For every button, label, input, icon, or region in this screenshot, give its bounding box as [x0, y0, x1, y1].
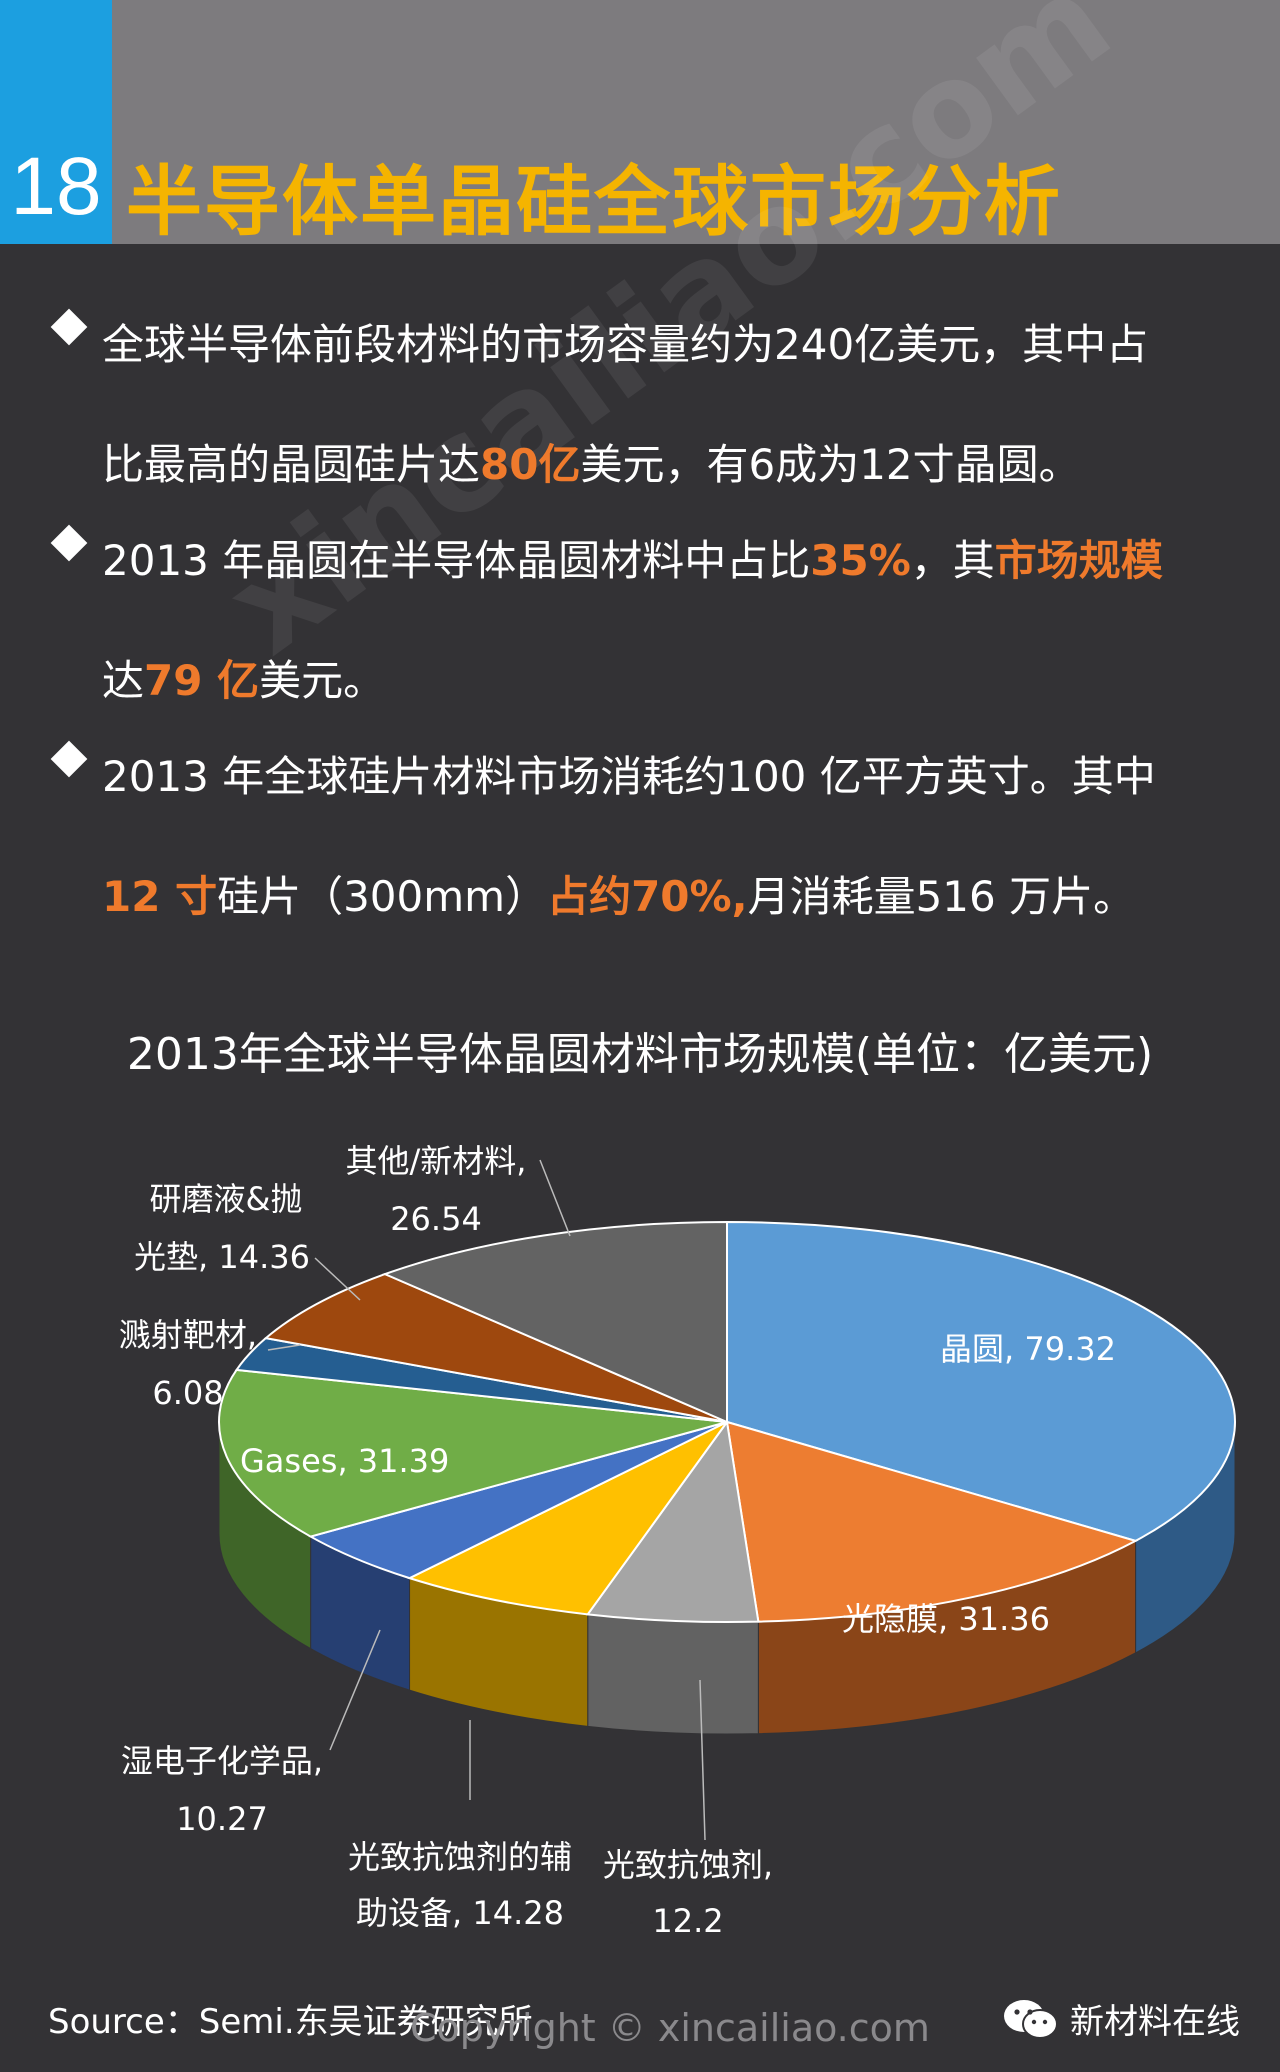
bullet-line: 2013 年晶圆在半导体晶圆材料中占比35%，其市场规模 — [102, 506, 1250, 616]
slice-label-kangshiji-value: 12.2 — [652, 1902, 723, 1940]
pie-slice-光隐膜 — [725, 1420, 1139, 1623]
header-bar — [0, 0, 1280, 244]
highlight-text: 12 寸 — [102, 872, 218, 921]
slice-label-bacai-value: 6.08 — [152, 1374, 223, 1412]
pie-labels: 晶圆, 79.32 光隐膜, 31.36 光致抗蚀剂, 12.2 光致抗蚀剂的辅… — [119, 1142, 1116, 1940]
bullet-text: 硅片（300mm） — [217, 872, 548, 921]
bullet-line: 全球半导体前段材料的市场容量约为240亿美元，其中占 — [102, 290, 1250, 400]
bullet-text: 2013 年晶圆在半导体晶圆材料中占比 — [102, 536, 811, 585]
slice-label-jingyuan: 晶圆, 79.32 — [940, 1330, 1116, 1368]
brand: 新材料在线 — [1002, 1994, 1240, 2043]
highlight-text: 35% — [810, 536, 911, 585]
brand-name: 新材料在线 — [1070, 2002, 1240, 2042]
bullet-text: 比最高的晶圆硅片达 — [102, 440, 481, 489]
source-note: Source：Semi.东吴证券研究所 — [48, 2002, 533, 2042]
highlight-text: 80亿 — [480, 440, 581, 489]
bullet-item: 全球半导体前段材料的市场容量约为240亿美元，其中占 比最高的晶圆硅片达80亿美… — [50, 290, 1250, 486]
pie-slice-光致抗蚀剂的辅助设备 — [406, 1421, 728, 1616]
leader-line-qita — [539, 1159, 571, 1237]
bullet-line: 比最高的晶圆硅片达80亿美元，有6成为12寸晶圆。 — [102, 444, 1250, 486]
bullet-line: 达79 亿美元。 — [102, 660, 1250, 702]
leader-line-bacai — [267, 1344, 301, 1351]
bullet-text: 全球半导体前段材料的市场容量约为240亿美元，其中占 — [102, 320, 1149, 369]
slice-label-gases: Gases, 31.39 — [240, 1442, 449, 1480]
slide-number-box: 18 — [0, 0, 112, 244]
highlight-text: 市场规模 — [994, 536, 1163, 585]
bullet-text: 美元，有6成为12寸晶圆。 — [580, 440, 1081, 489]
bullet-text: 美元。 — [259, 656, 386, 705]
highlight-text: 79 亿 — [144, 656, 260, 705]
slice-label-shidianzi: 湿电子化学品, — [121, 1742, 323, 1780]
slice-label-bacai: 溅射靶材, — [119, 1316, 257, 1354]
slice-label-shidianzi-value: 10.27 — [176, 1800, 268, 1838]
pie-slice-其他/新材料 — [382, 1220, 728, 1424]
bullet-list: 全球半导体前段材料的市场容量约为240亿美元，其中占 比最高的晶圆硅片达80亿美… — [50, 290, 1250, 938]
bullet-text: 达 — [102, 656, 145, 705]
pie-tops — [218, 1220, 1236, 1623]
slice-label-yanmo: 研磨液&抛 — [150, 1180, 303, 1218]
wechat-icon — [1004, 1999, 1058, 2039]
slide-number: 18 — [10, 141, 102, 232]
copyright-note: Copyright © xincailiao.com — [410, 2006, 930, 2050]
leader-line-yanmo — [314, 1257, 361, 1301]
slice-label-guangyinmo: 光隐膜, 31.36 — [842, 1600, 1050, 1638]
bullet-text: 月消耗量516 万片。 — [747, 872, 1136, 921]
bullet-item: 2013 年晶圆在半导体晶圆材料中占比35%，其市场规模 达79 亿美元。 — [50, 506, 1250, 702]
highlight-text: 占约70%, — [547, 872, 748, 921]
chart-title: 2013年全球半导体晶圆材料市场规模(单位：亿美元) — [126, 1029, 1154, 1080]
slice-label-fuzhu-value: 助设备, 14.28 — [356, 1894, 564, 1932]
pie-slice-晶圆 — [726, 1220, 1236, 1542]
bullet-text: ，其 — [910, 536, 995, 585]
slice-label-qita-value: 26.54 — [390, 1200, 482, 1238]
page-title: 半导体单晶硅全球市场分析 — [126, 157, 1062, 246]
bullet-item: 2013 年全球硅片材料市场消耗约100 亿平方英寸。其中 12 寸硅片（300… — [50, 722, 1250, 918]
slice-label-yanmo-value: 光垫, 14.36 — [134, 1238, 310, 1276]
leader-line-kangshiji — [699, 1679, 706, 1841]
bullet-line: 2013 年全球硅片材料市场消耗约100 亿平方英寸。其中 — [102, 722, 1250, 832]
slice-label-fuzhu: 光致抗蚀剂的辅 — [348, 1838, 572, 1876]
pie-slice-研磨液&抛光垫 — [263, 1273, 728, 1423]
leader-lines — [267, 1159, 706, 1841]
bullet-text: 2013 年全球硅片材料市场消耗约100 亿平方英寸。其中 — [102, 752, 1156, 801]
slice-label-qita: 其他/新材料, — [346, 1142, 527, 1180]
slice-label-kangshiji: 光致抗蚀剂, — [603, 1846, 773, 1884]
pie-slice-Gases — [218, 1368, 728, 1538]
pie-slice-光致抗蚀剂 — [585, 1419, 760, 1623]
pie-side-光致抗蚀剂 — [587, 1613, 759, 1735]
bullet-line: 12 寸硅片（300mm）占约70%,月消耗量516 万片。 — [102, 876, 1250, 918]
leader-line-shidianzi — [329, 1629, 381, 1751]
